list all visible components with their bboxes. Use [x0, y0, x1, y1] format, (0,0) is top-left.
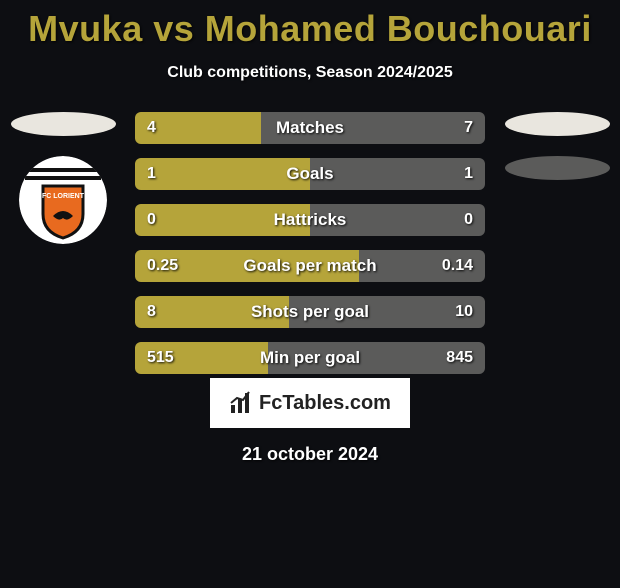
chart-icon — [229, 391, 253, 415]
right-column — [502, 112, 612, 200]
title-vs: vs — [153, 8, 194, 49]
left-ellipse — [11, 112, 116, 136]
stat-row: 810Shots per goal — [135, 296, 485, 328]
badge-text: FC LORIENT — [42, 193, 85, 200]
badge-stripe — [25, 176, 101, 180]
brand-text: FcTables.com — [259, 392, 391, 415]
stat-row: 47Matches — [135, 112, 485, 144]
right-ellipse-2 — [505, 156, 610, 180]
left-column: FC LORIENT — [8, 112, 118, 244]
stat-label: Hattricks — [135, 204, 485, 236]
brand-suffix: Tables.com — [282, 392, 391, 414]
date: 21 october 2024 — [0, 444, 620, 465]
badge-stripe — [25, 168, 101, 172]
stat-row: 11Goals — [135, 158, 485, 190]
stat-row: 515845Min per goal — [135, 342, 485, 374]
stat-label: Goals — [135, 158, 485, 190]
subtitle: Club competitions, Season 2024/2025 — [0, 64, 620, 82]
stat-label: Goals per match — [135, 250, 485, 282]
brand-prefix: Fc — [259, 392, 282, 414]
badge-svg: FC LORIENT — [19, 156, 107, 244]
title-player2: Mohamed Bouchouari — [205, 8, 592, 49]
club-badge: FC LORIENT — [19, 156, 107, 244]
page-title: Mvuka vs Mohamed Bouchouari — [0, 8, 620, 50]
stat-row: 0.250.14Goals per match — [135, 250, 485, 282]
stat-label: Matches — [135, 112, 485, 144]
stat-bars: 47Matches 11Goals 00Hattricks 0.250.14Goals… — [135, 112, 485, 388]
title-player1: Mvuka — [28, 8, 143, 49]
right-ellipse-1 — [505, 112, 610, 136]
stat-label: Min per goal — [135, 342, 485, 374]
stat-label: Shots per goal — [135, 296, 485, 328]
stat-row: 00Hattricks — [135, 204, 485, 236]
